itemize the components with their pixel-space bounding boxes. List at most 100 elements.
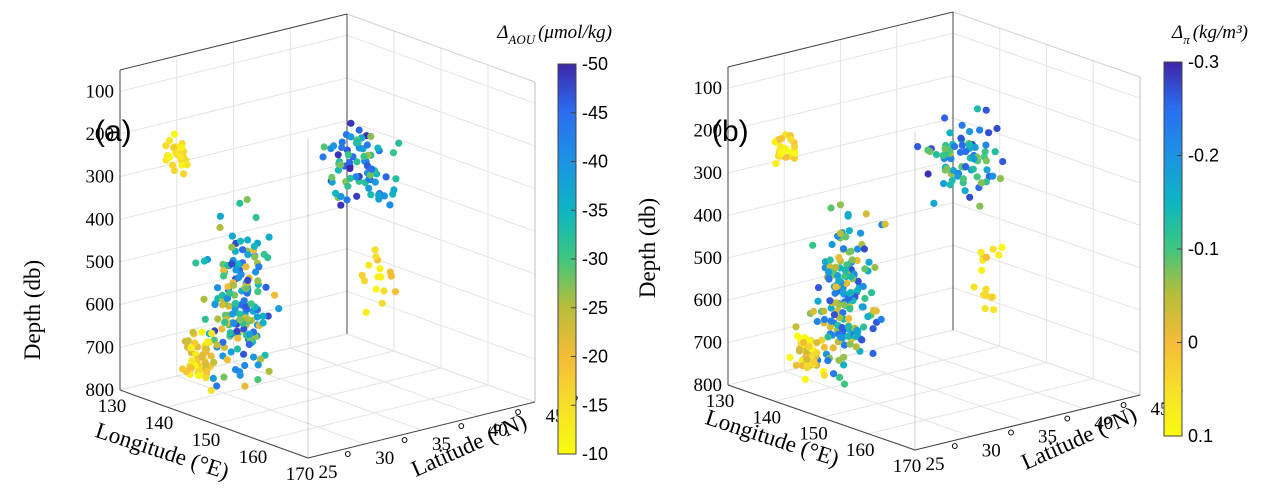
panel-b-scatter-point	[836, 201, 845, 209]
panel-a-scatter-point	[332, 189, 340, 197]
panel-b-cb-tick-label: 0.1	[1188, 426, 1213, 446]
panel-b-scatter-point	[805, 343, 813, 351]
panel-a-scatter-point	[178, 161, 186, 169]
panel-a-scatter-point	[207, 352, 215, 360]
panel-b-scatter-point	[803, 364, 811, 372]
panel-b-scatter-point	[843, 261, 851, 269]
panel-a-scatter-point	[343, 196, 351, 204]
panel-b-scatter-point	[848, 256, 856, 264]
panel-b-scatter-point	[865, 258, 873, 266]
panel-b-scatter-point	[853, 286, 862, 294]
panel-b-scatter-point	[839, 245, 848, 253]
panel-b-scatter-point	[832, 283, 840, 291]
panel-b-scatter-point	[820, 343, 828, 351]
panel-b-scatter-point	[827, 304, 835, 312]
panel-b-scatter-point	[973, 105, 982, 113]
panel-a-x-tick: 150	[192, 430, 221, 451]
panel-a-x-tick: 130	[98, 396, 127, 417]
panel-a-scatter-point	[254, 288, 262, 296]
panel-b-scatter-point	[826, 297, 834, 305]
panel-a-scatter-point	[208, 329, 216, 337]
panel-b-scatter-point	[982, 157, 991, 165]
panel-b-scatter-point	[813, 339, 821, 347]
panel-b-scatter-point	[859, 282, 867, 291]
panel-b-frame	[727, 11, 1141, 451]
panel-b-scatter-point	[941, 114, 949, 122]
panel-a-x-tick: 160	[239, 447, 268, 468]
panel-b-scatter-point	[861, 294, 869, 303]
panel-a-scatter-point	[233, 327, 241, 335]
panel-b-scatter-point	[838, 324, 846, 332]
panel-b-scatter-point	[930, 199, 938, 207]
panel-a-z-tick: 700	[86, 337, 115, 358]
panel-a-scatter-point	[223, 356, 231, 364]
panel-a-scatter-point	[236, 237, 245, 245]
panel-b-scatter-point	[846, 289, 854, 297]
panel-a-scatter-point	[337, 192, 345, 201]
panel-a-scatter-point	[236, 310, 244, 318]
panel-b-scatter-point	[981, 304, 989, 313]
panel-b-cb-title-main: Δ	[1171, 22, 1183, 43]
panel-a-cb-tick-label: -35	[582, 200, 608, 220]
panel-a-scatter-point	[367, 132, 375, 140]
panel-b-scatter-point	[791, 149, 799, 157]
panel-a-scatter-point	[254, 361, 262, 369]
panel-a-scatter-point	[391, 288, 400, 296]
panel-a-scatter-point	[275, 305, 283, 313]
panel-a-z-tick: 500	[86, 252, 115, 273]
panel-b-scatter-point	[976, 126, 984, 134]
panel-b-x-tick: 140	[753, 407, 782, 428]
panel-b-cb-tick-label: -0.1	[1188, 239, 1219, 259]
panel-b-scatter-point	[999, 158, 1007, 166]
panel-b-z-tick: 700	[694, 333, 723, 354]
panel-b-scatter-point	[983, 166, 991, 174]
panel-a-scatter-point	[392, 175, 400, 183]
panel-b-x-tick: 170	[893, 456, 922, 477]
panel-a-scatter-point	[387, 272, 395, 280]
panel-a-scatter-point	[230, 319, 238, 328]
panel-a-scatter-point	[254, 376, 262, 384]
panel-b-scatter-point	[924, 146, 932, 154]
panel-a-scatter-point	[255, 263, 263, 271]
panel-b-grid-line	[727, 32, 1141, 99]
panel-b-scatter-point	[946, 129, 954, 137]
panel-a-grid-line	[119, 77, 536, 147]
panel-b-y-tick: 35	[1038, 427, 1057, 448]
panel-b-scatter-point	[956, 148, 965, 156]
panel-b-frame-edge	[727, 11, 954, 68]
panel-a-scatter-point	[244, 251, 252, 259]
panel-b-colorbar-ticks: -0.3 -0.2 -0.1 0 0.1	[1177, 52, 1219, 446]
panel-b-scatter-point	[872, 307, 880, 315]
panel-b-scatter-point	[795, 346, 804, 354]
panel-b-scatter-point	[835, 301, 843, 309]
panel-a-scatter-point	[245, 340, 253, 349]
panel-a-scatter-point	[178, 144, 186, 152]
panel-b-scatter-point	[981, 148, 989, 156]
panel-a-scatter-point	[355, 144, 363, 152]
panel-a-scatter-point	[202, 374, 210, 382]
panel-b-scatter-point	[860, 323, 868, 331]
panel-b-scatter-point	[841, 272, 849, 280]
panel-a-scatter-point	[344, 151, 352, 159]
panel-a-x-tick: 170	[286, 464, 315, 485]
panel-a-scatter-point	[259, 312, 267, 320]
panel-b-scatter-point	[845, 227, 854, 235]
panel-a-scatter-point	[360, 152, 368, 161]
panel-b-frame-edge	[727, 384, 916, 451]
panel-a-scatter-point	[220, 266, 228, 275]
panel-a-scatter-point	[386, 201, 394, 209]
panel-a-grid-line	[119, 248, 536, 318]
panel-a-scatter-point	[236, 316, 244, 324]
panel-a-scatter-point	[221, 318, 229, 326]
panel-a-cb-tick-label: -10	[582, 444, 608, 464]
panel-b-colorbar-title: Δπ (kg/m³)	[1171, 22, 1248, 47]
panel-b-scatter-point	[840, 341, 849, 349]
panel-a-ticks: 13014015016017025°30°35°40°45°1002003004…	[86, 81, 579, 485]
panel-a-z-tick: 800	[86, 380, 115, 401]
panel-a-scatter-point	[226, 289, 234, 297]
panel-a-scatter-point	[390, 186, 398, 194]
panel-a-scatter-point	[231, 366, 240, 374]
panel-b-scatter-point	[810, 358, 818, 366]
panel-b-scatter-point	[786, 353, 794, 361]
panel-b-scatter-point	[844, 332, 852, 340]
